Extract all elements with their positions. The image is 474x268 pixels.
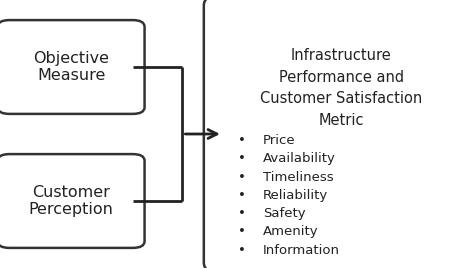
FancyBboxPatch shape — [0, 154, 145, 248]
Text: Safety: Safety — [263, 207, 306, 220]
Text: •: • — [238, 152, 246, 165]
Text: Timeliness: Timeliness — [263, 171, 334, 184]
FancyBboxPatch shape — [204, 0, 474, 268]
Text: Reliability: Reliability — [263, 189, 328, 202]
Text: •: • — [238, 171, 246, 184]
Text: Information: Information — [263, 244, 340, 256]
Text: Amenity: Amenity — [263, 225, 319, 238]
Text: •: • — [238, 207, 246, 220]
Text: Price: Price — [263, 134, 296, 147]
Text: •: • — [238, 225, 246, 238]
FancyBboxPatch shape — [0, 20, 145, 114]
Text: •: • — [238, 189, 246, 202]
Text: Objective
Measure: Objective Measure — [33, 51, 109, 83]
Text: Customer
Perception: Customer Perception — [28, 185, 114, 217]
Text: Infrastructure
Performance and
Customer Satisfaction
Metric: Infrastructure Performance and Customer … — [260, 48, 422, 128]
Text: Availability: Availability — [263, 152, 336, 165]
Text: •: • — [238, 244, 246, 256]
Text: •: • — [238, 134, 246, 147]
